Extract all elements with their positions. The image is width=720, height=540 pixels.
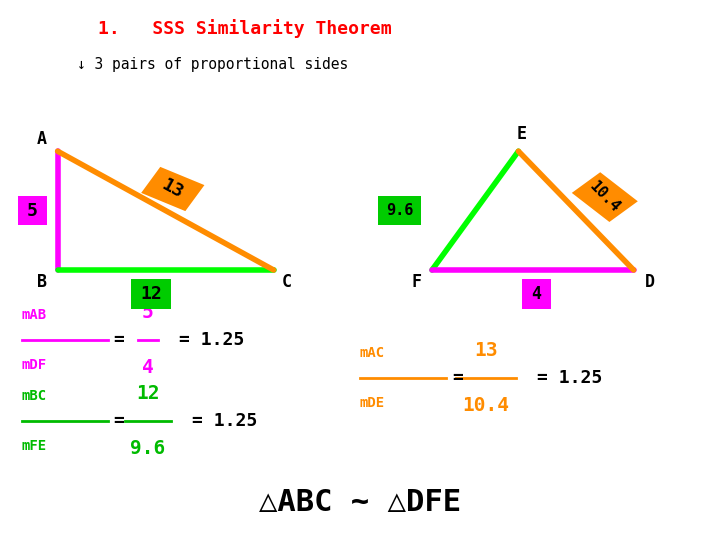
Text: mAB: mAB [22, 308, 47, 322]
Text: 5: 5 [27, 201, 38, 220]
Text: mAC: mAC [360, 346, 385, 360]
Text: ↓ 3 pairs of proportional sides: ↓ 3 pairs of proportional sides [77, 57, 348, 72]
Polygon shape [572, 172, 638, 222]
Text: A: A [37, 131, 47, 149]
Text: 4: 4 [142, 358, 153, 377]
Text: 4: 4 [531, 285, 541, 303]
Polygon shape [378, 195, 421, 226]
Text: =: = [113, 331, 125, 349]
Text: F: F [411, 273, 421, 291]
Text: = 1.25: = 1.25 [192, 412, 258, 430]
Text: mFE: mFE [22, 439, 47, 453]
Text: =: = [451, 369, 463, 387]
Text: 12: 12 [140, 285, 162, 303]
Polygon shape [141, 167, 204, 211]
Text: 5: 5 [142, 303, 153, 322]
Text: 13: 13 [159, 176, 186, 202]
Polygon shape [132, 280, 171, 309]
Text: 10.4: 10.4 [462, 396, 510, 415]
Text: 12: 12 [136, 384, 159, 403]
Polygon shape [522, 280, 551, 309]
Text: △ABC ~ △DFE: △ABC ~ △DFE [259, 488, 461, 517]
Text: mDF: mDF [22, 358, 47, 372]
Text: E: E [517, 125, 527, 143]
Text: 13: 13 [474, 341, 498, 360]
Text: C: C [282, 273, 292, 291]
Polygon shape [18, 195, 47, 226]
Text: =: = [113, 412, 125, 430]
Text: 9.6: 9.6 [130, 439, 165, 458]
Text: mDE: mDE [360, 396, 385, 410]
Text: B: B [37, 273, 47, 291]
Text: 9.6: 9.6 [386, 203, 413, 218]
Text: 1.   SSS Similarity Theorem: 1. SSS Similarity Theorem [98, 19, 392, 38]
Text: = 1.25: = 1.25 [537, 369, 603, 387]
Text: mBC: mBC [22, 389, 47, 403]
Text: = 1.25: = 1.25 [179, 331, 245, 349]
Text: D: D [644, 273, 654, 291]
Text: 10.4: 10.4 [587, 179, 623, 215]
